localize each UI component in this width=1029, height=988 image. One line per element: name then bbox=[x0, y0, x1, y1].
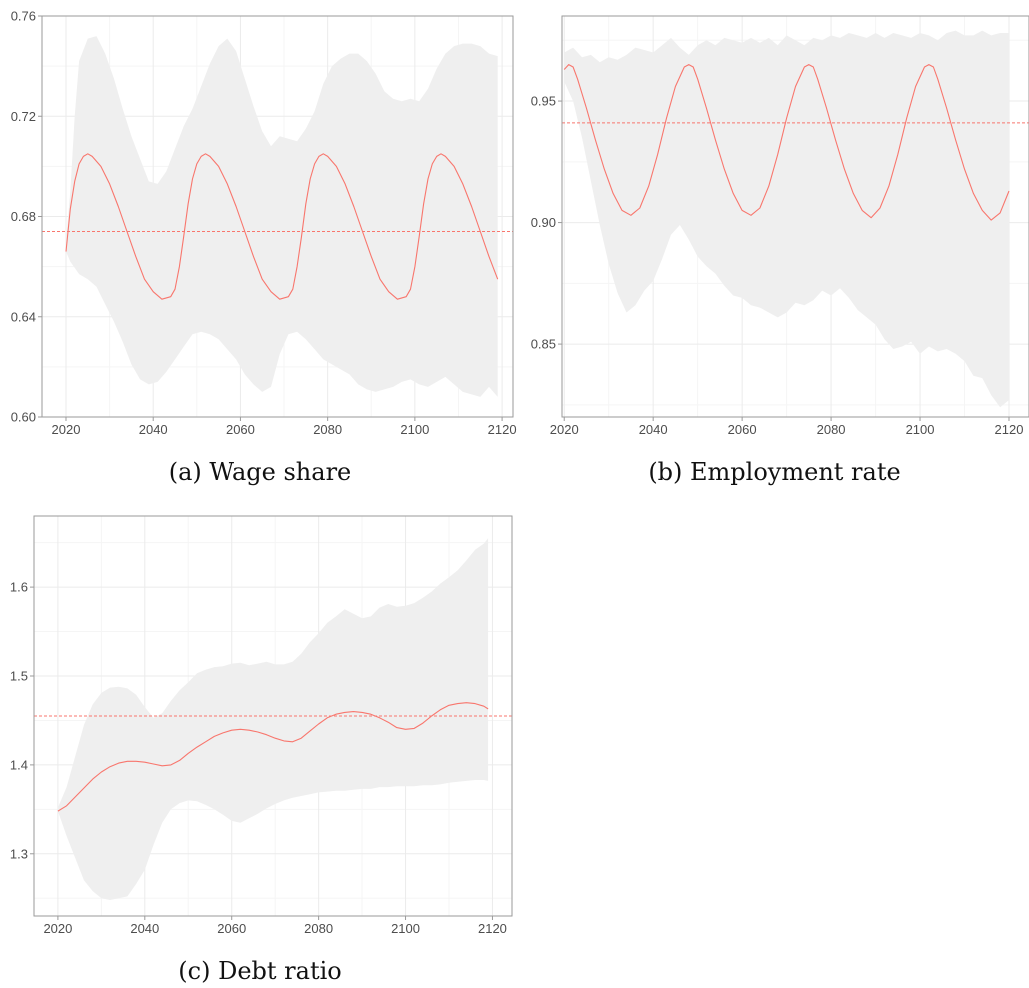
x-tick-label: 2060 bbox=[226, 422, 255, 437]
y-tick-label: 0.95 bbox=[531, 94, 556, 109]
x-tick-label: 2020 bbox=[43, 921, 72, 936]
y-tick-label: 0.90 bbox=[531, 215, 556, 230]
caption-employment-rate: (b) Employment rate bbox=[648, 458, 901, 486]
caption-wage-share: (a) Wage share bbox=[168, 458, 352, 486]
chart-debt-ratio: 2020 2040 2060 2080 2100 2120 1.3 1.4 1.5 1.6 bbox=[0, 500, 520, 940]
x-tick-label: 2020 bbox=[550, 422, 579, 437]
y-tick-label: 1.5 bbox=[10, 669, 28, 684]
x-tick-label: 2060 bbox=[217, 921, 246, 936]
chart-wage-share: 2020 2040 2060 2080 2100 2120 0.60 0.64 0.68 0.72… bbox=[0, 0, 520, 440]
mean-line bbox=[563, 64, 1010, 221]
plot-frame bbox=[561, 15, 1029, 418]
confidence-band bbox=[564, 30, 1009, 408]
caption-debt-ratio: (c) Debt ratio bbox=[178, 957, 342, 985]
x-tick-label: 2020 bbox=[52, 422, 81, 437]
x-tick-label: 2060 bbox=[728, 422, 757, 437]
x-tick-label: 2100 bbox=[906, 422, 935, 437]
x-tick-label: 2080 bbox=[817, 422, 846, 437]
chart-employment-rate: 2020 2040 2060 2080 2100 2120 0.85 0.90 0.95 bbox=[520, 0, 1029, 440]
y-tick-label: 0.72 bbox=[11, 109, 36, 124]
x-tick-label: 2120 bbox=[995, 422, 1024, 437]
confidence-band bbox=[66, 36, 498, 397]
mean-line bbox=[57, 702, 489, 812]
y-tick-label: 1.6 bbox=[10, 580, 28, 595]
x-tick-label: 2080 bbox=[313, 422, 342, 437]
plot-frame bbox=[33, 515, 513, 917]
confidence-band bbox=[57, 538, 489, 900]
x-tick-label: 2100 bbox=[391, 921, 420, 936]
x-tick-label: 2040 bbox=[639, 422, 668, 437]
x-tick-label: 2120 bbox=[488, 422, 517, 437]
chart-debt-ratio-plot: 2020 2040 2060 2080 2100 2120 1.3 1.4 1.5 1.6 bbox=[10, 515, 513, 936]
x-tick-label: 2120 bbox=[478, 921, 507, 936]
chart-wage-share-plot: 2020 2040 2060 2080 2100 2120 0.60 0.64 0.68 0.72… bbox=[11, 9, 517, 438]
y-tick-label: 0.68 bbox=[11, 209, 36, 224]
x-tick-label: 2100 bbox=[400, 422, 429, 437]
y-tick-label: 0.85 bbox=[531, 337, 556, 352]
y-tick-label: 0.60 bbox=[11, 410, 36, 425]
y-tick-label: 0.76 bbox=[11, 9, 36, 24]
y-tick-label: 1.4 bbox=[10, 757, 28, 772]
x-tick-label: 2040 bbox=[130, 921, 159, 936]
x-tick-label: 2080 bbox=[304, 921, 333, 936]
x-tick-label: 2040 bbox=[139, 422, 168, 437]
y-tick-label: 0.64 bbox=[11, 309, 36, 324]
chart-employment-rate-plot: 2020 2040 2060 2080 2100 2120 0.85 0.90 0.95 bbox=[531, 15, 1029, 437]
y-tick-label: 1.3 bbox=[10, 846, 28, 861]
mean-line bbox=[65, 153, 499, 300]
